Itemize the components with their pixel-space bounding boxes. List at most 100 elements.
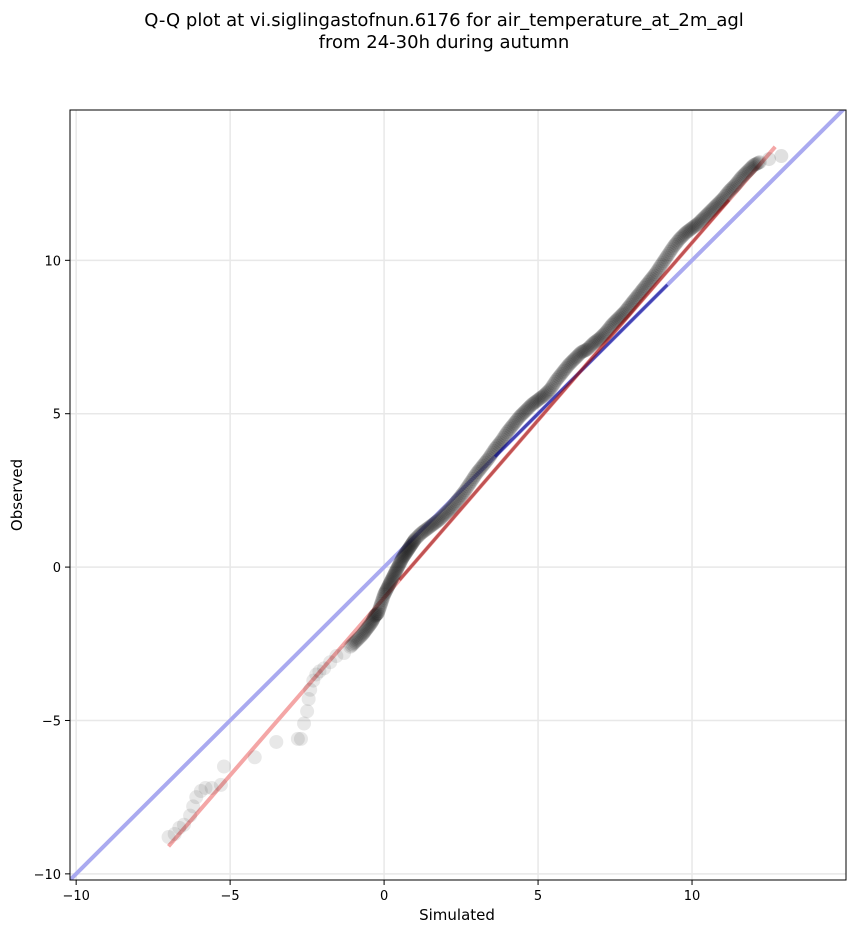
quantile-point: [497, 428, 512, 443]
quantile-points: [161, 149, 789, 845]
quantile-point: [353, 630, 368, 645]
quantile-point: [703, 204, 718, 219]
quantile-point: [406, 535, 421, 550]
quantile-point: [680, 224, 695, 239]
quantile-point: [167, 826, 182, 841]
quantile-point: [549, 372, 564, 387]
quantile-point: [216, 759, 231, 774]
y-tick-label: 5: [53, 408, 61, 423]
quantile-point: [502, 422, 517, 437]
quantile-point: [414, 526, 429, 541]
quantile-point: [176, 817, 191, 832]
identity-line: [70, 110, 846, 880]
quantile-point: [354, 628, 369, 643]
quantile-point: [682, 222, 697, 237]
quantile-point: [593, 330, 608, 345]
quantile-point: [718, 188, 733, 203]
quantile-point: [724, 181, 739, 196]
quantile-point: [643, 273, 658, 288]
quantile-point: [406, 534, 421, 549]
quantile-point: [602, 320, 617, 335]
quantile-point: [603, 319, 618, 334]
quantile-point: [476, 457, 491, 472]
quantile-point: [269, 734, 284, 749]
quantile-point: [367, 609, 382, 624]
x-tick-label: −5: [221, 889, 240, 904]
quantile-point: [439, 505, 454, 520]
quantile-point: [301, 692, 316, 707]
quantile-point: [398, 546, 413, 561]
quantile-point: [161, 830, 176, 845]
quantile-point: [358, 623, 373, 638]
quantile-point: [515, 407, 530, 422]
plot-frame: [69, 109, 847, 881]
quantile-point: [552, 369, 567, 384]
quantile-point: [480, 452, 495, 467]
quantile-point: [701, 206, 716, 221]
quantile-point: [719, 187, 734, 202]
quantile-point: [374, 595, 389, 610]
quantile-point: [363, 616, 378, 631]
chart-title-line2: from 24-30h during autumn: [319, 32, 570, 53]
x-tick-label: 0: [380, 889, 388, 904]
y-axis-label: Observed: [8, 459, 26, 531]
quantile-point: [499, 426, 514, 441]
quantile-point: [673, 230, 688, 245]
quantile-point: [513, 408, 528, 423]
quantile-point: [362, 618, 377, 633]
quantile-point: [662, 245, 677, 260]
quantile-point: [416, 524, 431, 539]
quantile-point: [382, 576, 397, 591]
quantile-point: [372, 602, 387, 617]
quantile-point: [669, 236, 684, 251]
quantile-point: [745, 159, 760, 174]
quantile-point: [585, 337, 600, 352]
quantile-point: [570, 349, 585, 364]
quantile-point: [537, 388, 552, 403]
quantile-point: [293, 731, 308, 746]
quantile-point: [452, 491, 467, 506]
quantile-point: [518, 403, 533, 418]
quantile-point: [418, 522, 433, 537]
quantile-point: [741, 163, 756, 178]
quantile-point: [374, 596, 389, 611]
quantile-point: [297, 716, 312, 731]
x-axis-ticks: −10 −5 0 5 10: [62, 880, 700, 904]
quantile-point: [247, 750, 262, 765]
quantile-point: [457, 484, 472, 499]
quantile-point: [204, 780, 219, 795]
quantile-point: [366, 611, 381, 626]
quantile-point: [723, 183, 738, 198]
quantile-point: [746, 158, 761, 173]
quantile-point: [501, 423, 516, 438]
quantile-point: [519, 402, 534, 417]
quantile-point: [442, 502, 457, 517]
quantile-point: [350, 632, 365, 647]
quantile-point: [512, 409, 527, 424]
quantile-point: [607, 315, 622, 330]
x-tick-label: 5: [534, 889, 542, 904]
quantile-point: [345, 637, 360, 652]
quantile-point: [303, 682, 318, 697]
quantile-point: [534, 390, 549, 405]
quantile-point: [704, 203, 719, 218]
quantile-point: [529, 393, 544, 408]
quantile-point: [410, 530, 425, 545]
quantile-point: [402, 540, 417, 555]
quantile-point: [373, 598, 388, 613]
quantile-point: [528, 394, 543, 409]
quantile-point: [441, 503, 456, 518]
quantile-point: [726, 179, 741, 194]
quantile-point: [511, 411, 526, 426]
quantile-point: [568, 351, 583, 366]
quantile-point: [650, 263, 665, 278]
quantile-point: [641, 274, 656, 289]
y-tick-label: 10: [44, 254, 61, 269]
chart-title-line1: Q-Q plot at vi.siglingastofnun.6176 for …: [144, 10, 744, 31]
quantile-point: [462, 477, 477, 492]
quantile-point: [172, 820, 187, 835]
quantile-point: [415, 525, 430, 540]
quantile-point: [361, 620, 376, 635]
quantile-point: [382, 577, 397, 592]
fit-line-dense: [398, 199, 731, 581]
